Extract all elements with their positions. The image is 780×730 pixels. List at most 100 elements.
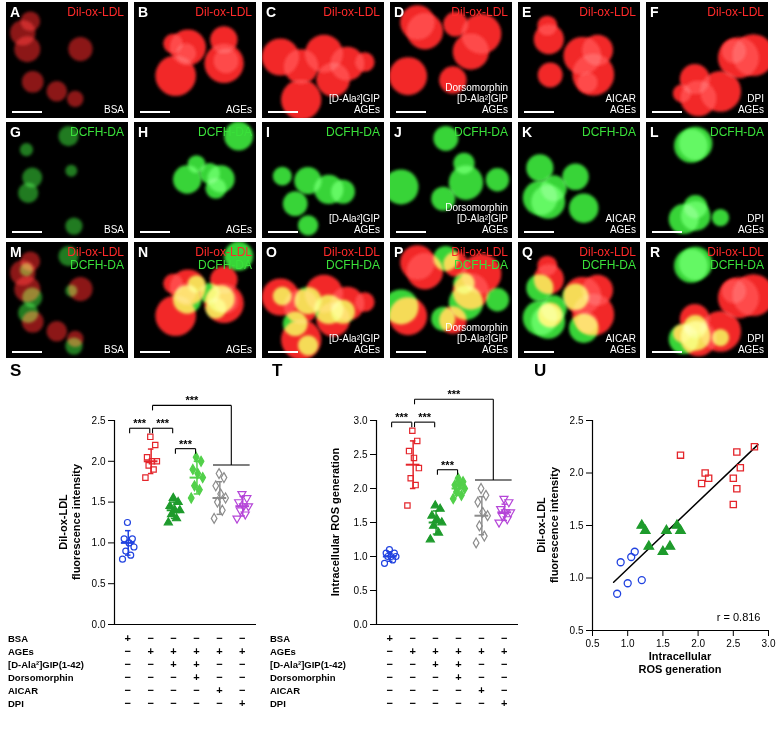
svg-text:AGEs: AGEs [226, 224, 252, 235]
svg-text:−: − [387, 684, 393, 696]
svg-text:AGEs: AGEs [610, 104, 636, 115]
svg-text:+: + [478, 645, 484, 657]
svg-text:N: N [138, 244, 148, 260]
svg-text:R: R [650, 244, 660, 260]
svg-text:0.0: 0.0 [354, 619, 368, 630]
svg-text:fluorescence intensity: fluorescence intensity [70, 463, 82, 580]
svg-text:Dil-ox-LDL: Dil-ox-LDL [579, 5, 636, 19]
svg-text:DCFH-DA: DCFH-DA [70, 258, 124, 272]
svg-text:Dorsomorphin: Dorsomorphin [270, 672, 336, 683]
svg-text:DCFH-DA: DCFH-DA [326, 125, 380, 139]
svg-text:Dil-ox-LDL: Dil-ox-LDL [451, 245, 508, 259]
svg-text:+: + [455, 671, 461, 683]
svg-text:+: + [455, 645, 461, 657]
svg-text:−: − [478, 658, 484, 670]
svg-text:−: − [501, 684, 507, 696]
svg-text:−: − [501, 632, 507, 644]
svg-text:1.0: 1.0 [354, 551, 368, 562]
svg-text:−: − [478, 697, 484, 709]
svg-text:***: *** [395, 411, 409, 423]
svg-text:2.5: 2.5 [726, 638, 740, 649]
svg-text:AGEs: AGEs [738, 224, 764, 235]
svg-text:−: − [455, 697, 461, 709]
svg-text:AGEs: AGEs [482, 344, 508, 355]
svg-text:+: + [147, 645, 153, 657]
svg-text:−: − [239, 658, 245, 670]
svg-text:Dorsomorphin: Dorsomorphin [445, 82, 508, 93]
svg-text:+: + [170, 645, 176, 657]
svg-text:DCFH-DA: DCFH-DA [326, 258, 380, 272]
svg-text:+: + [125, 632, 131, 644]
svg-text:[D-Ala²]GIP: [D-Ala²]GIP [457, 333, 508, 344]
svg-text:AGEs: AGEs [270, 646, 296, 657]
svg-text:AGEs: AGEs [226, 104, 252, 115]
svg-text:Dorsomorphin: Dorsomorphin [445, 202, 508, 213]
svg-text:−: − [387, 671, 393, 683]
svg-text:+: + [432, 645, 438, 657]
svg-text:J: J [394, 124, 402, 140]
svg-text:3.0: 3.0 [354, 415, 368, 426]
svg-text:−: − [170, 632, 176, 644]
svg-text:−: − [147, 697, 153, 709]
svg-text:2.0: 2.0 [354, 483, 368, 494]
svg-text:−: − [478, 671, 484, 683]
svg-text:−: − [239, 684, 245, 696]
svg-text:DCFH-DA: DCFH-DA [582, 258, 636, 272]
svg-text:+: + [409, 645, 415, 657]
svg-text:−: − [125, 658, 131, 670]
svg-text:BSA: BSA [104, 224, 124, 235]
svg-text:Dorsomorphin: Dorsomorphin [8, 672, 74, 683]
svg-text:−: − [239, 632, 245, 644]
svg-text:H: H [138, 124, 148, 140]
svg-text:Q: Q [522, 244, 533, 260]
svg-text:−: − [455, 684, 461, 696]
svg-text:+: + [432, 658, 438, 670]
svg-text:−: − [409, 632, 415, 644]
svg-text:1.0: 1.0 [621, 638, 635, 649]
svg-text:BSA: BSA [104, 344, 124, 355]
svg-text:Dil-ox-LDL: Dil-ox-LDL [451, 5, 508, 19]
svg-text:DCFH-DA: DCFH-DA [454, 258, 508, 272]
svg-text:0.0: 0.0 [92, 619, 106, 630]
svg-text:−: − [170, 684, 176, 696]
svg-text:M: M [10, 244, 22, 260]
svg-text:+: + [193, 658, 199, 670]
svg-text:+: + [170, 658, 176, 670]
svg-text:+: + [501, 645, 507, 657]
svg-text:[D-Ala²]GIP(1-42): [D-Ala²]GIP(1-42) [270, 659, 346, 670]
svg-text:***: *** [156, 417, 170, 429]
svg-text:1.0: 1.0 [92, 537, 106, 548]
svg-text:***: *** [447, 388, 461, 400]
svg-text:Dil-ox-LDL: Dil-ox-LDL [67, 5, 124, 19]
svg-text:−: − [432, 684, 438, 696]
svg-text:Dil-ox-LDL: Dil-ox-LDL [323, 5, 380, 19]
svg-text:−: − [216, 658, 222, 670]
svg-text:AICAR: AICAR [605, 213, 636, 224]
svg-text:+: + [387, 632, 393, 644]
svg-text:0.5: 0.5 [570, 625, 584, 636]
svg-text:DCFH-DA: DCFH-DA [582, 125, 636, 139]
svg-text:−: − [387, 697, 393, 709]
svg-text:Dil-ox-LDL: Dil-ox-LDL [195, 245, 252, 259]
svg-text:−: − [455, 632, 461, 644]
svg-text:−: − [409, 658, 415, 670]
svg-text:−: − [387, 658, 393, 670]
svg-text:AGEs: AGEs [354, 344, 380, 355]
svg-text:−: − [432, 671, 438, 683]
svg-text:−: − [501, 671, 507, 683]
svg-text:0.5: 0.5 [354, 585, 368, 596]
svg-text:−: − [125, 671, 131, 683]
svg-text:−: − [147, 632, 153, 644]
svg-text:−: − [170, 671, 176, 683]
svg-text:***: *** [133, 417, 147, 429]
svg-text:+: + [501, 697, 507, 709]
svg-text:−: − [193, 632, 199, 644]
svg-text:A: A [10, 4, 20, 20]
svg-text:Intracellular ROS generation: Intracellular ROS generation [329, 447, 341, 596]
svg-text:AICAR: AICAR [605, 93, 636, 104]
svg-text:−: − [193, 684, 199, 696]
svg-text:−: − [409, 697, 415, 709]
svg-text:DPI: DPI [747, 333, 764, 344]
svg-text:ROS generation: ROS generation [638, 663, 721, 675]
svg-text:−: − [216, 671, 222, 683]
